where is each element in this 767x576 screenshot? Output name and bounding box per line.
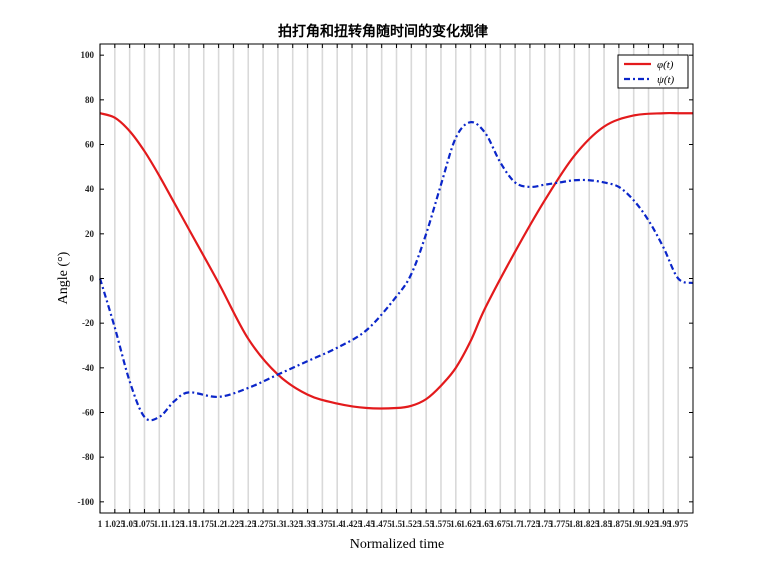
x-tick-label: 1.425 xyxy=(342,519,363,529)
series-line-psi xyxy=(98,121,694,422)
x-tick-label: 1.375 xyxy=(312,519,333,529)
x-tick-label: 1.925 xyxy=(638,519,659,529)
y-tick-label: -20 xyxy=(82,318,94,328)
x-tick-label: 1.775 xyxy=(549,519,570,529)
chart-title: 拍打角和扭转角随时间的变化规律 xyxy=(278,23,488,40)
x-tick-label: 1.725 xyxy=(520,519,541,529)
legend-label-psi: ψ(t) xyxy=(657,74,675,86)
y-tick-label: 0 xyxy=(90,274,95,284)
x-tick-label: 1 xyxy=(98,519,103,529)
y-tick-label: -80 xyxy=(82,452,94,462)
y-tick-label: 80 xyxy=(85,95,95,105)
y-tick-label: -40 xyxy=(82,363,94,373)
x-tick-label: 1.55 xyxy=(418,519,434,529)
y-tick-label: -60 xyxy=(82,408,94,418)
legend-label-phi: φ(t) xyxy=(657,59,674,71)
x-tick-label: 1.65 xyxy=(478,519,494,529)
y-axis-title: Angle (°) xyxy=(56,251,71,304)
x-tick-label: 1.45 xyxy=(359,519,375,529)
x-tick-label: 1.675 xyxy=(490,519,511,529)
legend: φ(t) ψ(t) xyxy=(617,54,689,89)
x-tick-label: 1.1 xyxy=(154,519,166,529)
y-tick-label: -100 xyxy=(78,497,95,507)
x-tick-label: 1.875 xyxy=(609,519,630,529)
x-tick-label: 1.275 xyxy=(253,519,274,529)
x-axis-title: Normalized time xyxy=(350,537,444,552)
x-tick-label: 1.15 xyxy=(181,519,197,529)
x-tick-label: 1.075 xyxy=(134,519,155,529)
x-tick-label: 1.25 xyxy=(240,519,256,529)
x-tick-label: 1.3 xyxy=(272,519,284,529)
x-tick-label: 1.175 xyxy=(194,519,215,529)
grid-layer xyxy=(99,44,679,513)
x-tick-label: 1.85 xyxy=(596,519,612,529)
x-tick-label: 1.125 xyxy=(164,519,185,529)
x-tick-label: 1.6 xyxy=(450,519,462,529)
series-layer xyxy=(98,111,694,422)
x-tick-label: 1.8 xyxy=(569,519,581,529)
x-tick-label: 1.05 xyxy=(122,519,138,529)
y-tick-label: 60 xyxy=(85,140,95,150)
x-tick-label: 1.75 xyxy=(537,519,553,529)
x-tick-label: 1.225 xyxy=(223,519,244,529)
x-tick-label: 1.5 xyxy=(391,519,403,529)
x-tick-label: 1.4 xyxy=(332,519,344,529)
x-tick-label: 1.9 xyxy=(628,519,640,529)
x-tick-label: 1.325 xyxy=(283,519,304,529)
x-tick-label: 1.025 xyxy=(105,519,126,529)
x-tick-label: 1.95 xyxy=(655,519,671,529)
x-tick-label: 1.525 xyxy=(401,519,422,529)
x-tick-label: 1.2 xyxy=(213,519,225,529)
y-tick-label: 40 xyxy=(85,184,95,194)
y-tick-label: 20 xyxy=(85,229,95,239)
x-tick-label: 1.825 xyxy=(579,519,600,529)
series-line-phi xyxy=(99,111,693,410)
y-tick-label: 100 xyxy=(81,50,95,60)
legend-box xyxy=(617,54,689,89)
x-tick-label: 1.7 xyxy=(509,519,521,529)
x-tick-label: 1.35 xyxy=(300,519,316,529)
x-tick-label: 1.575 xyxy=(431,519,452,529)
x-tick-label: 1.625 xyxy=(461,519,482,529)
x-tick-label: 1.475 xyxy=(372,519,393,529)
x-tick-label: 1.975 xyxy=(668,519,689,529)
